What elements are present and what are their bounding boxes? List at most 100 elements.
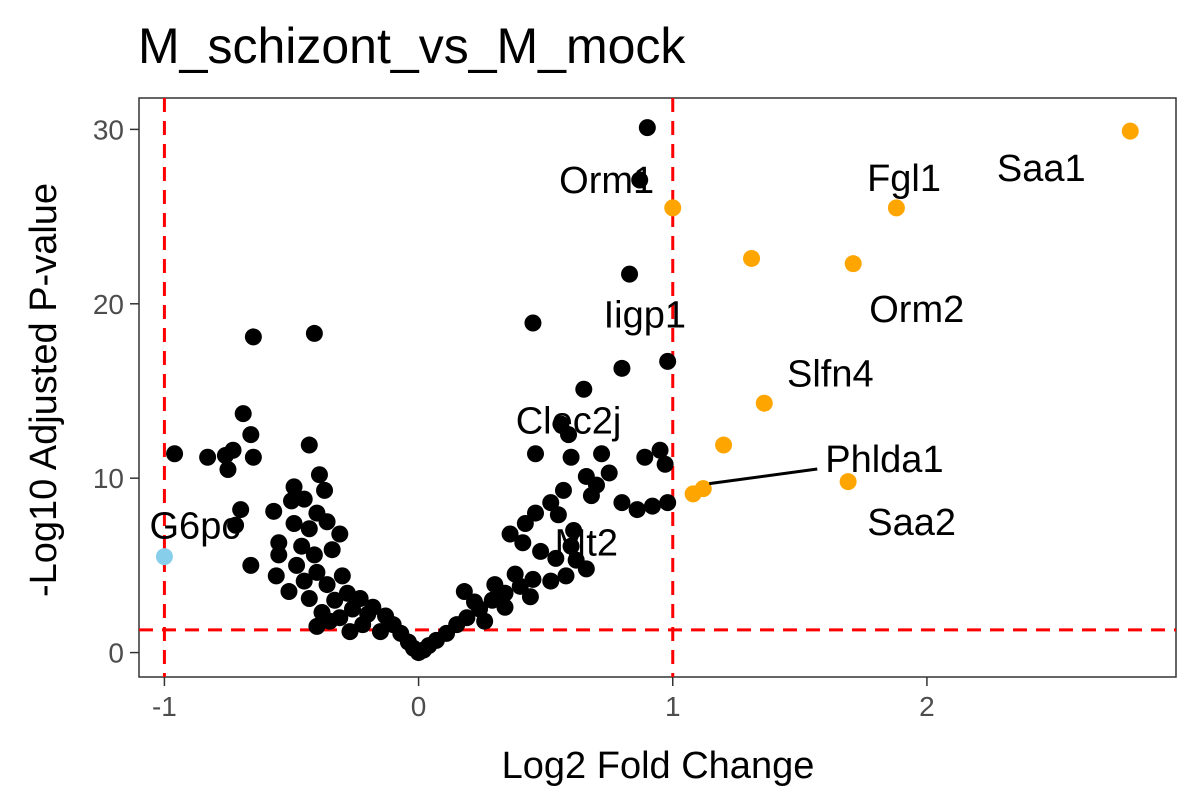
point-not-significant <box>575 380 593 398</box>
gene-label: Phlda1 <box>825 439 943 481</box>
point-not-significant <box>659 352 677 370</box>
point-not-significant <box>305 324 323 342</box>
point-not-significant <box>295 490 313 508</box>
chart-title: M_schizont_vs_M_mock <box>138 18 686 74</box>
point-not-significant <box>242 426 260 444</box>
point-not-significant <box>244 448 262 466</box>
point-not-significant <box>514 534 532 552</box>
point-not-significant <box>338 584 356 602</box>
point-not-significant <box>234 405 252 423</box>
point-upregulated <box>755 394 773 412</box>
point-not-significant <box>521 588 539 606</box>
gene-label: Fgl1 <box>867 158 941 200</box>
point-not-significant <box>524 570 542 588</box>
point-not-significant <box>244 328 262 346</box>
point-not-significant <box>506 565 524 583</box>
point-not-significant <box>199 448 217 466</box>
gene-label: Saa1 <box>997 148 1086 190</box>
gene-label: Clec2j <box>516 401 622 443</box>
point-upregulated <box>743 249 761 267</box>
point-not-significant <box>242 556 260 574</box>
point-not-significant <box>483 591 501 609</box>
gene-labels: Saa1 Fgl1 Orm1 Iigp1 Orm2 Slfn4 Clec2j Phlda1 Sa… <box>150 148 1086 565</box>
point-not-significant <box>326 591 344 609</box>
x-tick-label: 1 <box>665 691 681 722</box>
point-upregulated <box>1121 122 1139 140</box>
gene-label: Orm1 <box>559 160 654 202</box>
point-not-significant <box>333 567 351 585</box>
point-not-significant <box>486 576 504 594</box>
point-not-significant <box>577 560 595 578</box>
point-not-significant <box>405 639 422 657</box>
point-not-significant <box>524 314 542 332</box>
point-not-significant <box>542 494 560 512</box>
point-not-significant <box>651 441 669 459</box>
point-downregulated <box>155 548 173 566</box>
point-not-significant <box>547 549 565 567</box>
y-tick-label: 30 <box>93 114 124 145</box>
point-not-significant <box>318 576 336 594</box>
point-upregulated <box>844 255 862 273</box>
point-not-significant <box>621 265 639 283</box>
point-not-significant <box>527 445 544 463</box>
point-not-significant <box>600 464 618 482</box>
x-tick-label: -1 <box>152 691 177 722</box>
point-not-significant <box>166 445 184 463</box>
point-not-significant <box>565 522 583 540</box>
point-not-significant <box>656 455 674 473</box>
point-not-significant <box>359 605 377 623</box>
point-not-significant <box>542 572 560 590</box>
point-not-significant <box>455 583 473 601</box>
point-not-significant <box>628 501 646 519</box>
point-not-significant <box>270 546 288 564</box>
gene-label: Mt2 <box>555 523 618 565</box>
point-not-significant <box>288 556 306 574</box>
y-axis-title: -Log10 Adjusted P-value <box>23 183 65 597</box>
point-not-significant <box>560 426 578 444</box>
point-not-significant <box>501 525 519 543</box>
x-tick-label: 2 <box>919 691 935 722</box>
y-tick-label: 0 <box>108 638 124 669</box>
point-not-significant <box>300 436 318 454</box>
point-not-significant <box>310 466 328 484</box>
point-not-significant <box>476 612 494 630</box>
point-upregulated <box>839 473 857 491</box>
point-not-significant <box>270 534 288 552</box>
point-not-significant <box>549 506 567 524</box>
y-tick-label: 10 <box>93 463 124 494</box>
data-points <box>155 119 1139 662</box>
gene-label: G6pc <box>150 505 241 547</box>
point-not-significant <box>300 520 318 538</box>
point-upregulated <box>887 199 905 217</box>
x-axis-title: Log2 Fold Change <box>502 745 815 787</box>
point-not-significant <box>371 623 389 641</box>
gene-label: Saa2 <box>867 502 956 544</box>
point-not-significant <box>593 445 611 463</box>
point-not-significant <box>316 481 334 499</box>
panel-border <box>138 97 1177 678</box>
point-not-significant <box>532 542 550 560</box>
point-not-significant <box>638 119 656 137</box>
point-not-significant <box>562 448 580 466</box>
point-not-significant <box>321 612 339 630</box>
point-not-significant <box>267 567 285 585</box>
point-not-significant <box>285 478 303 496</box>
point-not-significant <box>516 515 534 533</box>
point-not-significant <box>613 494 631 512</box>
point-not-significant <box>643 497 661 515</box>
gene-label: Slfn4 <box>787 354 874 396</box>
point-not-significant <box>331 525 349 543</box>
y-tick-label: 20 <box>93 289 124 320</box>
point-not-significant <box>285 515 303 533</box>
point-not-significant <box>305 546 323 564</box>
point-not-significant <box>659 494 677 512</box>
point-not-significant <box>219 460 237 478</box>
point-not-significant <box>216 447 234 465</box>
point-not-significant <box>318 513 336 531</box>
point-not-significant <box>300 590 318 608</box>
point-not-significant <box>554 481 572 499</box>
point-not-significant <box>636 448 654 466</box>
label-connector-line <box>709 467 818 486</box>
